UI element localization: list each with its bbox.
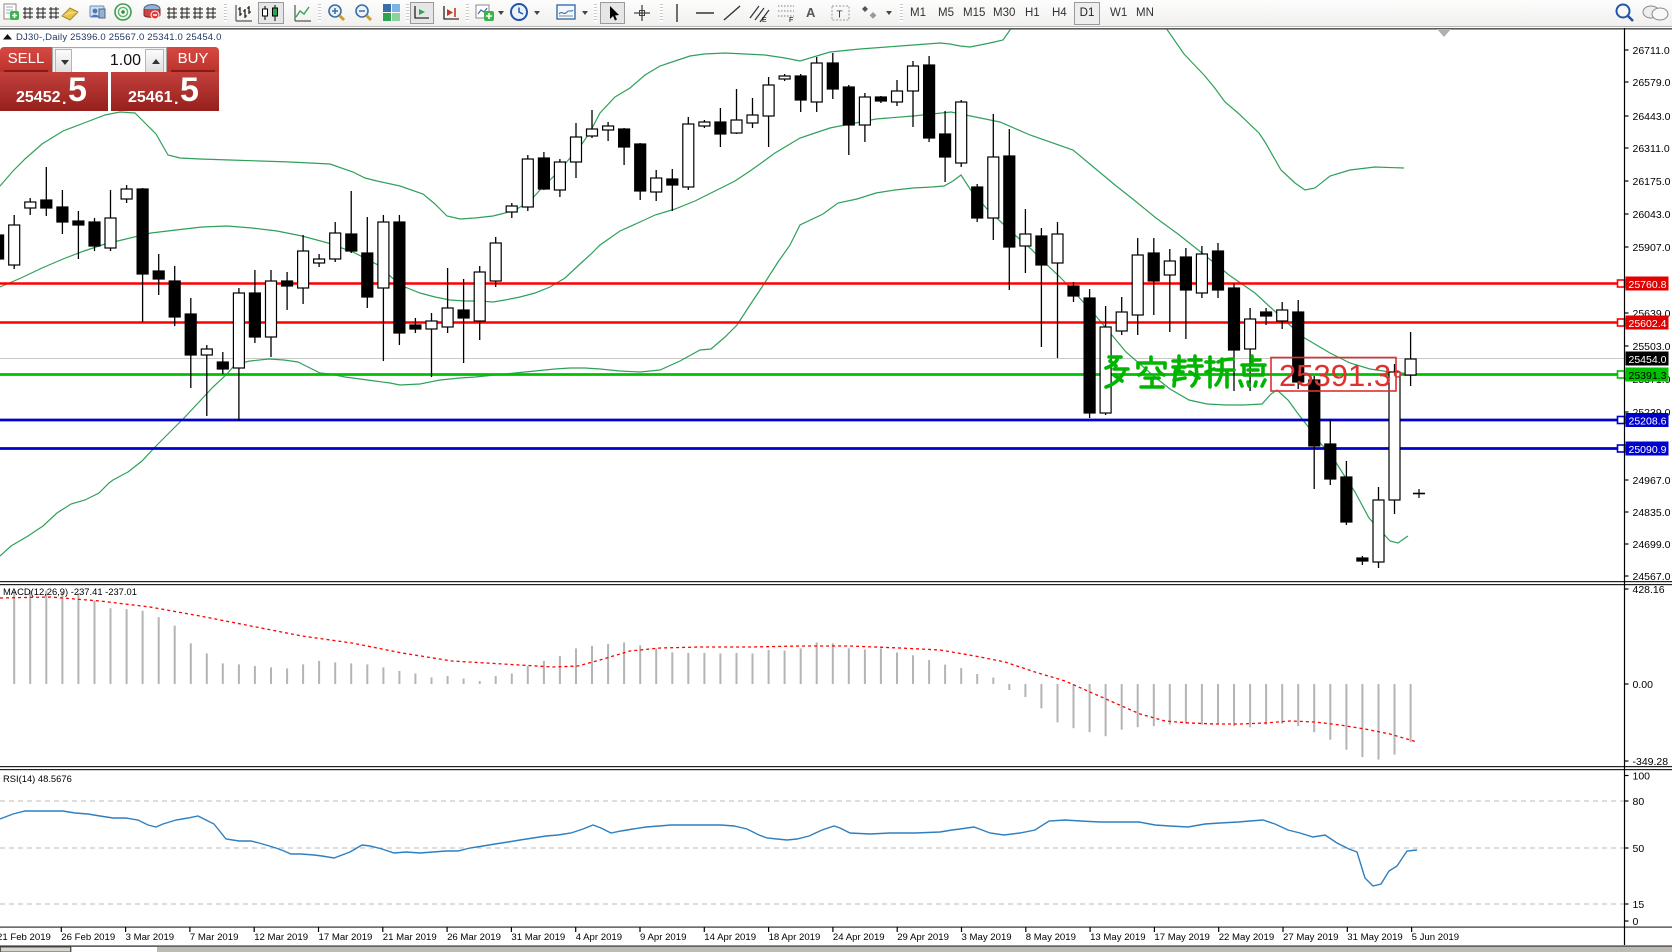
svg-text:25760.8: 25760.8 [1629, 279, 1667, 291]
svg-text:18 Apr 2019: 18 Apr 2019 [769, 932, 821, 943]
svg-text:428.16: 428.16 [1633, 584, 1665, 596]
svg-text:3 Mar 2019: 3 Mar 2019 [126, 932, 175, 943]
svg-text:MACD(12,26,9) -237.41 -237.01: MACD(12,26,9) -237.41 -237.01 [3, 586, 137, 597]
svg-text:DJ30-,Daily 25396.0 25567.0 2: DJ30-,Daily 25396.0 25567.0 25341.0 2545… [16, 32, 222, 43]
svg-text:26 Feb 2019: 26 Feb 2019 [61, 932, 115, 943]
svg-text:80: 80 [1633, 796, 1645, 808]
svg-text:22 May 2019: 22 May 2019 [1219, 932, 1274, 943]
svg-text:-349.28: -349.28 [1633, 756, 1669, 768]
svg-text:17 May 2019: 17 May 2019 [1154, 932, 1209, 943]
svg-text:26311.0: 26311.0 [1633, 143, 1670, 155]
svg-text:100: 100 [1633, 771, 1651, 783]
svg-text:7 Mar 2019: 7 Mar 2019 [190, 932, 239, 943]
svg-text:24835.0: 24835.0 [1633, 507, 1671, 519]
svg-text:26443.0: 26443.0 [1633, 111, 1671, 123]
svg-text:0: 0 [1633, 916, 1639, 928]
svg-text:25602.4: 25602.4 [1629, 318, 1667, 330]
svg-text:F: F [789, 17, 793, 24]
svg-text:5 Jun 2019: 5 Jun 2019 [1412, 932, 1459, 943]
svg-text:24967.0: 24967.0 [1633, 475, 1671, 487]
svg-text:25391.3: 25391.3 [1279, 358, 1391, 393]
svg-text:25454.0: 25454.0 [1629, 354, 1667, 366]
svg-text:25208.6: 25208.6 [1629, 416, 1667, 428]
svg-text:31 Mar 2019: 31 Mar 2019 [511, 932, 565, 943]
svg-text:21 Mar 2019: 21 Mar 2019 [383, 932, 437, 943]
svg-text:25503.0: 25503.0 [1633, 341, 1671, 353]
svg-text:4 Apr 2019: 4 Apr 2019 [576, 932, 622, 943]
svg-text:25391.3: 25391.3 [1629, 370, 1667, 382]
svg-text:14 Apr 2019: 14 Apr 2019 [704, 932, 756, 943]
svg-text:17 Mar 2019: 17 Mar 2019 [319, 932, 373, 943]
svg-text:26711.0: 26711.0 [1633, 45, 1670, 57]
svg-text:21 Feb 2019: 21 Feb 2019 [0, 932, 51, 943]
svg-text:3 May 2019: 3 May 2019 [962, 932, 1012, 943]
svg-text:25907.0: 25907.0 [1633, 242, 1671, 254]
svg-text:26579.0: 26579.0 [1633, 77, 1671, 89]
svg-text:26175.0: 26175.0 [1633, 176, 1671, 188]
svg-text:26043.0: 26043.0 [1633, 209, 1671, 221]
svg-text:24699.0: 24699.0 [1633, 539, 1671, 551]
svg-text:29 Apr 2019: 29 Apr 2019 [897, 932, 949, 943]
svg-text:50: 50 [1633, 843, 1645, 855]
svg-text:31 May 2019: 31 May 2019 [1347, 932, 1402, 943]
svg-text:24567.0: 24567.0 [1633, 571, 1671, 583]
svg-text:RSI(14) 48.5676: RSI(14) 48.5676 [3, 773, 72, 784]
svg-text:12 Mar 2019: 12 Mar 2019 [254, 932, 308, 943]
svg-text:8 May 2019: 8 May 2019 [1026, 932, 1076, 943]
svg-text:27 May 2019: 27 May 2019 [1283, 932, 1338, 943]
svg-text:26 Mar 2019: 26 Mar 2019 [447, 932, 501, 943]
svg-text:15: 15 [1633, 899, 1645, 911]
svg-text:E: E [762, 17, 767, 24]
svg-text:0.00: 0.00 [1633, 679, 1654, 691]
svg-text:24 Apr 2019: 24 Apr 2019 [833, 932, 885, 943]
svg-text:25090.9: 25090.9 [1629, 444, 1667, 456]
svg-text:9 Apr 2019: 9 Apr 2019 [640, 932, 686, 943]
svg-text:13 May 2019: 13 May 2019 [1090, 932, 1145, 943]
svg-text:T: T [837, 10, 843, 21]
